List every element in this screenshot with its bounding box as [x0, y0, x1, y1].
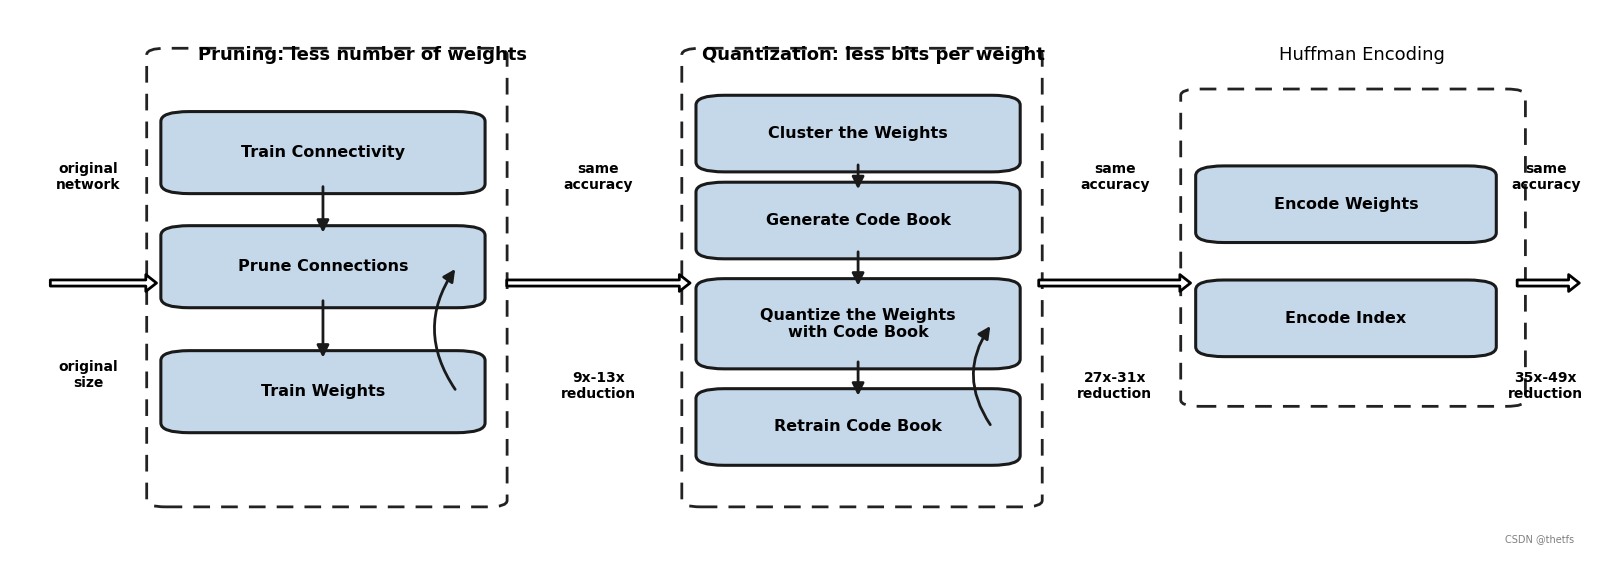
Text: Quantize the Weights
with Code Book: Quantize the Weights with Code Book — [759, 307, 955, 340]
Text: Encode Weights: Encode Weights — [1273, 197, 1417, 212]
Text: Train Connectivity: Train Connectivity — [241, 145, 404, 160]
Text: same
accuracy: same accuracy — [1079, 162, 1149, 192]
Text: Quantization: less bits per weight: Quantization: less bits per weight — [701, 46, 1045, 64]
FancyBboxPatch shape — [695, 389, 1019, 465]
Text: 9x-13x
reduction: 9x-13x reduction — [560, 371, 636, 401]
Text: original
network: original network — [56, 162, 120, 192]
Text: original
size: original size — [59, 361, 119, 391]
FancyBboxPatch shape — [160, 226, 485, 308]
FancyBboxPatch shape — [695, 278, 1019, 369]
Text: Prune Connections: Prune Connections — [238, 259, 408, 274]
Text: same
accuracy: same accuracy — [563, 162, 632, 192]
Text: 35x-49x
reduction: 35x-49x reduction — [1507, 371, 1583, 401]
FancyBboxPatch shape — [160, 351, 485, 432]
Text: same
accuracy: same accuracy — [1510, 162, 1579, 192]
FancyBboxPatch shape — [160, 112, 485, 194]
Text: Retrain Code Book: Retrain Code Book — [774, 419, 942, 435]
Text: Train Weights: Train Weights — [260, 384, 385, 399]
Text: 27x-31x
reduction: 27x-31x reduction — [1077, 371, 1151, 401]
Text: Encode Index: Encode Index — [1284, 311, 1406, 326]
Text: Cluster the Weights: Cluster the Weights — [767, 126, 947, 141]
Text: Pruning: less number of weights: Pruning: less number of weights — [197, 46, 526, 64]
FancyBboxPatch shape — [695, 182, 1019, 259]
Text: CSDN @thetfs: CSDN @thetfs — [1504, 534, 1573, 544]
FancyBboxPatch shape — [1196, 166, 1496, 242]
Text: Huffman Encoding: Huffman Encoding — [1278, 46, 1444, 64]
FancyBboxPatch shape — [695, 95, 1019, 172]
FancyBboxPatch shape — [1196, 280, 1496, 357]
Text: Generate Code Book: Generate Code Book — [766, 213, 950, 228]
